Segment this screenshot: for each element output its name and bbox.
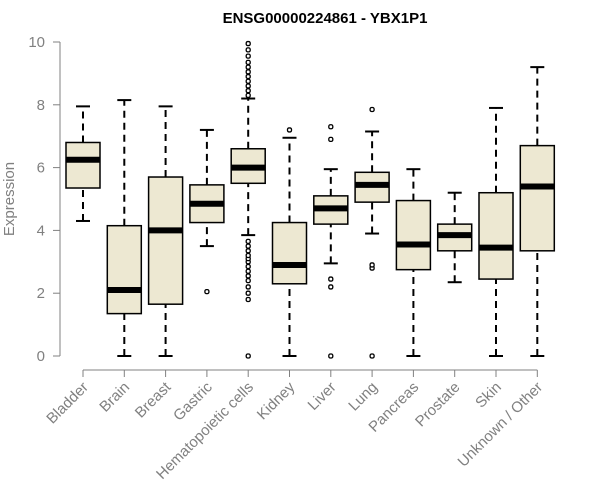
x-tick-label: Prostate bbox=[412, 379, 464, 431]
outlier-point bbox=[245, 284, 251, 290]
outlier-point bbox=[245, 47, 251, 53]
outlier-point bbox=[369, 106, 375, 113]
box-iqr bbox=[519, 144, 556, 252]
box-group bbox=[65, 105, 101, 222]
y-tick-label: 0 bbox=[37, 348, 45, 365]
y-tick-label: 2 bbox=[37, 285, 45, 302]
outlier-point bbox=[245, 83, 251, 89]
x-tick-label: Skin bbox=[472, 379, 505, 412]
y-tick-label: 10 bbox=[28, 34, 45, 51]
outlier-point bbox=[245, 59, 251, 66]
box-iqr bbox=[147, 176, 184, 305]
outlier-point bbox=[328, 284, 334, 290]
y-tick-label: 6 bbox=[37, 160, 45, 177]
box-group bbox=[354, 106, 390, 359]
box-group bbox=[436, 191, 473, 284]
boxes-layer bbox=[65, 40, 556, 359]
outlier-point bbox=[369, 262, 375, 268]
outlier-point bbox=[328, 353, 334, 359]
outlier-point bbox=[204, 288, 210, 295]
outlier-point bbox=[245, 78, 251, 84]
box-group bbox=[189, 128, 225, 295]
outlier-point bbox=[245, 40, 251, 47]
x-tick-label: Kidney bbox=[254, 378, 299, 423]
box-iqr bbox=[395, 199, 432, 271]
outlier-point bbox=[245, 64, 251, 70]
y-tick-label: 4 bbox=[37, 222, 45, 239]
box-group bbox=[395, 168, 432, 357]
box-iqr bbox=[478, 191, 514, 280]
outlier-point bbox=[328, 136, 334, 142]
outlier-point bbox=[245, 238, 251, 245]
box-group bbox=[106, 99, 143, 357]
box-iqr bbox=[106, 224, 143, 315]
box-group bbox=[271, 127, 308, 357]
box-group bbox=[230, 40, 266, 359]
outlier-point bbox=[286, 127, 293, 133]
outlier-point bbox=[245, 277, 251, 284]
outlier-point bbox=[245, 248, 251, 254]
outlier-point bbox=[328, 124, 334, 130]
y-axis-label: Expression bbox=[1, 162, 18, 236]
outlier-point bbox=[245, 252, 251, 259]
box-group bbox=[519, 66, 556, 357]
box-group bbox=[147, 105, 184, 357]
outlier-point bbox=[245, 92, 251, 99]
outlier-point bbox=[245, 273, 251, 279]
box-group bbox=[478, 106, 514, 357]
y-tick-label: 8 bbox=[37, 97, 45, 114]
x-tick-label: Breast bbox=[132, 378, 175, 421]
outlier-point bbox=[245, 69, 251, 75]
y-axis: 0 2 4 6 8 10 bbox=[28, 34, 61, 365]
outlier-point bbox=[245, 243, 251, 249]
outlier-point bbox=[369, 353, 375, 359]
outlier-point bbox=[245, 53, 251, 59]
box-iqr bbox=[65, 141, 101, 189]
x-tick-label: Bladder bbox=[43, 379, 92, 428]
outlier-point bbox=[245, 290, 251, 296]
chart-title: ENSG00000224861 - YBX1P1 bbox=[223, 10, 428, 27]
outlier-point bbox=[245, 353, 251, 359]
outlier-point bbox=[245, 263, 251, 270]
box-group bbox=[313, 124, 349, 359]
x-tick-label: Brain bbox=[96, 379, 133, 416]
x-tick-label: Liver bbox=[305, 379, 340, 414]
outlier-point bbox=[245, 268, 251, 274]
outlier-point bbox=[245, 296, 251, 303]
outlier-point bbox=[245, 73, 251, 80]
x-tick-label: Lung bbox=[345, 379, 381, 415]
outlier-point bbox=[328, 276, 334, 282]
box-iqr bbox=[271, 221, 308, 285]
outlier-point bbox=[245, 88, 251, 94]
